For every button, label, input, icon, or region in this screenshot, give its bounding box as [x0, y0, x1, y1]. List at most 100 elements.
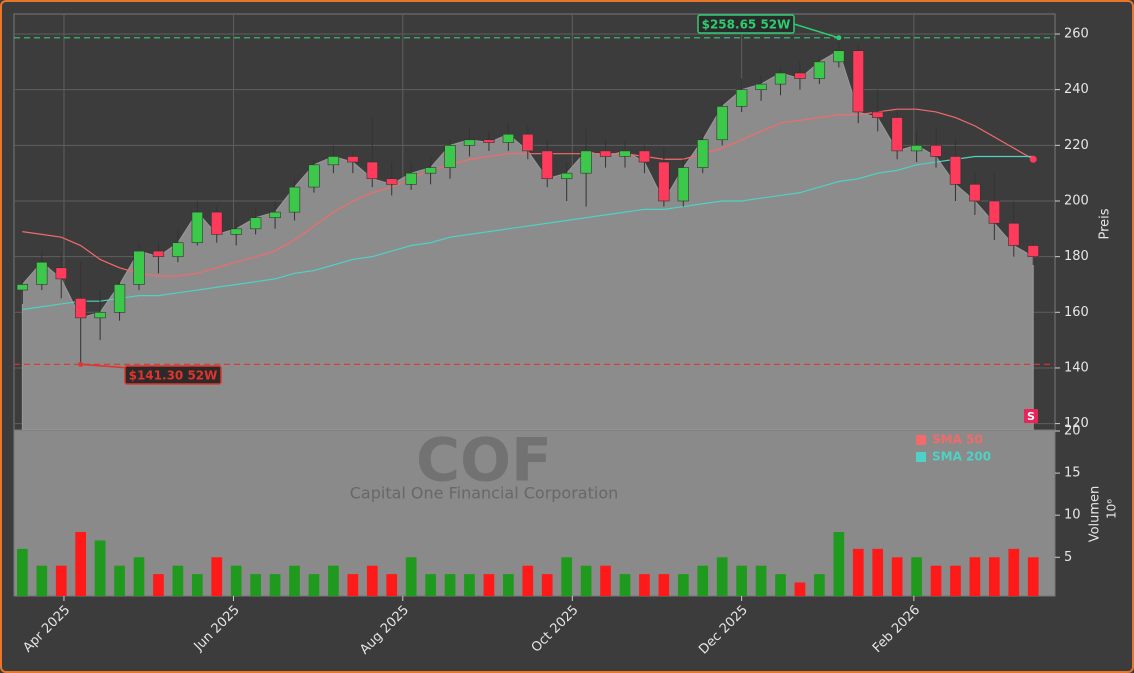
signal-label: S [1027, 410, 1035, 423]
y-tick-label: 220 [1064, 138, 1089, 153]
candle-body [541, 150, 553, 180]
x-tick-label: Aug 2025 [357, 603, 412, 658]
volume-bar [366, 565, 378, 596]
x-tick-label: Dec 2025 [696, 603, 751, 658]
candle-body [638, 150, 651, 163]
volume-bar [561, 557, 573, 596]
volume-bar [639, 574, 650, 596]
volume-bar [1008, 548, 1020, 596]
candle-body [833, 50, 845, 63]
sma-line [22, 155, 1034, 311]
volume-bar [755, 565, 767, 596]
annotation-label: $258.65 52W [702, 18, 791, 32]
annotation-arrow [793, 23, 840, 39]
volume-unit-label: 10⁶ [1105, 499, 1119, 519]
volume-bar [677, 574, 689, 596]
candle-body [191, 211, 203, 244]
volume-bar [425, 574, 436, 596]
volume-bar [1027, 557, 1039, 596]
watermark-symbol: COF [416, 426, 552, 496]
candle-body [580, 150, 592, 174]
candle-body [891, 117, 903, 152]
volume-bar [114, 565, 125, 596]
volume-bar [989, 557, 1000, 596]
candle-body [463, 139, 476, 146]
y-tick-label: 160 [1064, 305, 1089, 320]
volume-bar [36, 565, 48, 596]
candle-body [211, 211, 223, 235]
candle-body [75, 298, 87, 319]
volume-bar [833, 532, 845, 596]
candle-body [386, 178, 398, 185]
volume-y-tick-label: 15 [1064, 466, 1081, 481]
volume-bar [930, 565, 942, 596]
candle-body [55, 267, 67, 280]
volume-bar [347, 574, 359, 596]
candle-body [522, 133, 534, 152]
candle-body [930, 145, 942, 157]
volume-bar [289, 565, 300, 596]
volume-bar [211, 557, 223, 596]
volume-bar [852, 548, 864, 596]
candle-body [658, 161, 670, 202]
volume-bar [775, 574, 786, 596]
candle-body [813, 61, 826, 79]
annotation-arrow-head [78, 361, 84, 367]
candle-body [561, 172, 573, 180]
y-tick-label: 240 [1064, 82, 1089, 97]
volume-bar [891, 557, 903, 596]
volume-bar [541, 574, 553, 596]
candle-body [502, 133, 514, 143]
volume-bar [580, 565, 592, 596]
volume-bar [269, 574, 281, 596]
volume-bar [55, 565, 67, 596]
volume-bar [250, 574, 261, 596]
legend-swatch [916, 452, 926, 462]
candle-body [1008, 222, 1020, 246]
volume-bar [328, 565, 339, 596]
candle-body [910, 145, 923, 152]
volume-bar [619, 574, 631, 596]
candle-body [327, 156, 340, 166]
price-plot [14, 37, 1055, 430]
candle-body [94, 311, 106, 319]
volume-bar [600, 565, 611, 596]
candle-body [308, 164, 320, 188]
y-tick-label: 140 [1064, 360, 1089, 375]
volume-bar [872, 548, 884, 596]
candle-body [424, 167, 437, 174]
candle-body [619, 150, 631, 157]
sma-end-dot [1029, 155, 1037, 163]
volume-axis-label: Volumen [1088, 486, 1103, 543]
candle-body [444, 145, 456, 168]
candle-body [288, 186, 301, 213]
candle-body [735, 89, 748, 107]
volume-bar [405, 557, 417, 596]
candle-body [677, 167, 689, 202]
volume-bar [503, 574, 514, 596]
volume-bar [522, 565, 534, 596]
candle-body [249, 217, 262, 230]
candle-body [988, 200, 1000, 224]
annotation-label: $141.30 52W [129, 369, 218, 383]
candle-body [852, 50, 864, 113]
y-tick-label: 120 [1064, 416, 1089, 431]
legend-swatch [916, 435, 926, 445]
volume-bar [230, 565, 242, 596]
x-tick-label: Apr 2025 [20, 603, 73, 656]
candle-body [36, 261, 48, 285]
x-tick-label: Feb 2026 [870, 603, 923, 656]
y-tick-label: 200 [1064, 193, 1089, 208]
annotation-box [697, 14, 795, 34]
candle-body [230, 228, 242, 235]
volume-bar [444, 574, 456, 596]
candle-body [133, 250, 145, 285]
volume-bar [794, 582, 806, 596]
legend-label: SMA 200 [932, 450, 991, 464]
candle-body [366, 161, 378, 180]
x-tick-label: Jun 2025 [191, 603, 243, 655]
volume-bar [814, 574, 825, 596]
volume-y-tick-label: 5 [1064, 550, 1072, 565]
